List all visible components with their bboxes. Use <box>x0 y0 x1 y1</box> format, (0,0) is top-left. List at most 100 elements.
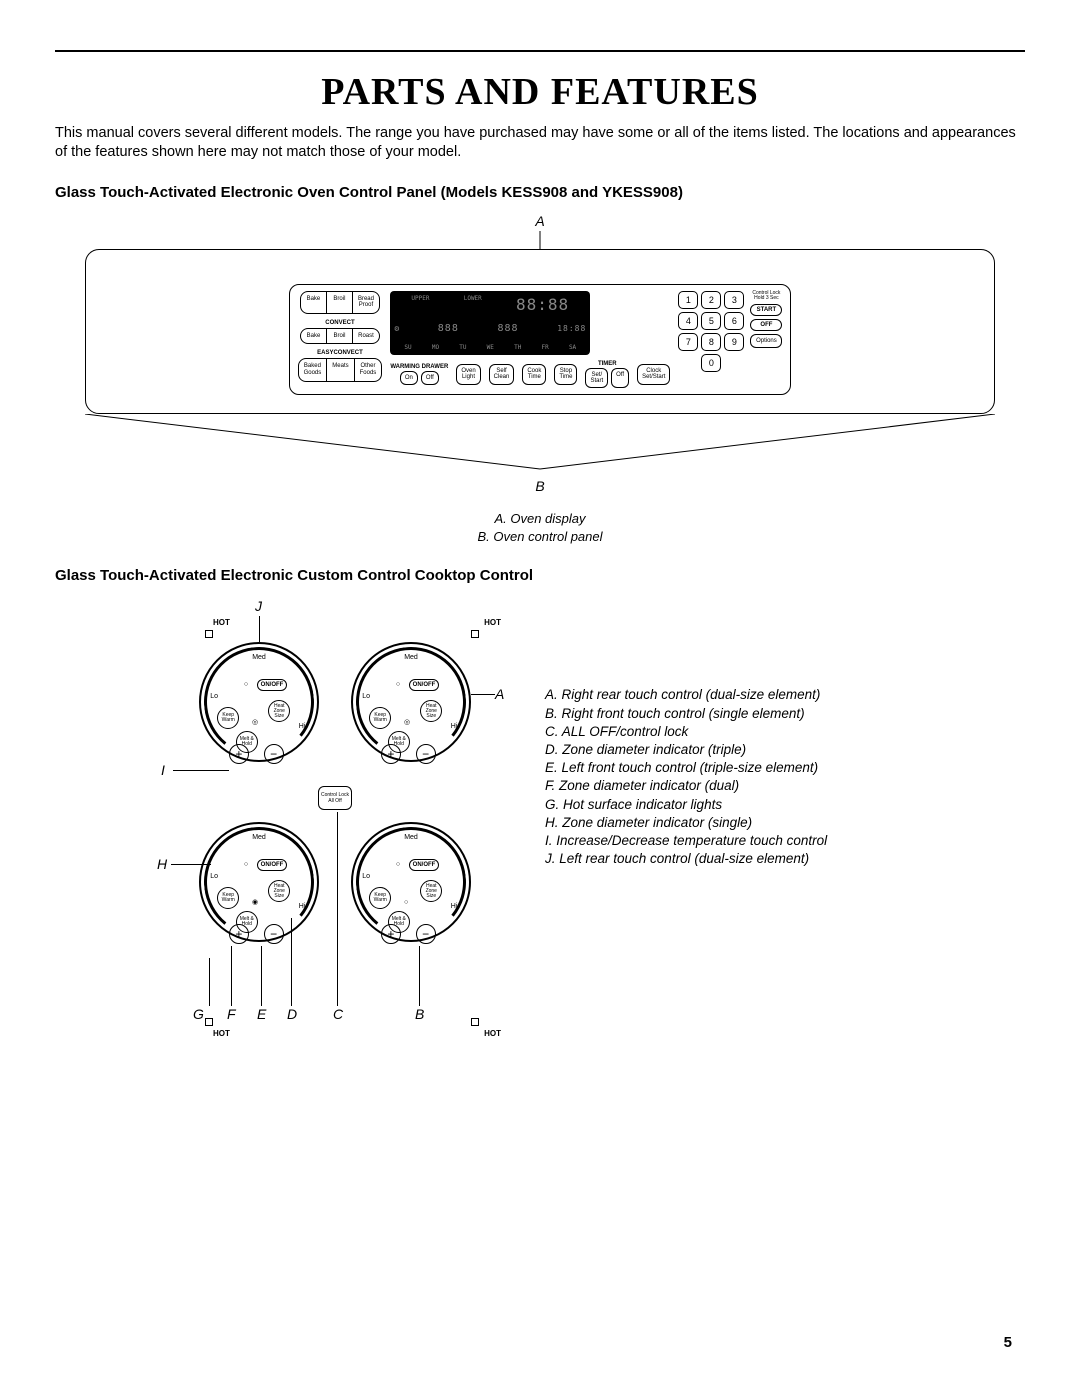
btn-other-foods[interactable]: Other Foods <box>355 359 382 380</box>
btn-meats[interactable]: Meats <box>327 359 354 380</box>
control-lock-button[interactable]: Control Lock All Off <box>318 786 352 810</box>
dial-hi: Hi <box>299 903 306 910</box>
btn-cook-time[interactable]: Cook Time <box>522 364 546 385</box>
key-1[interactable]: 1 <box>678 291 698 309</box>
dial-dot: ○ <box>244 861 248 868</box>
leader-a <box>471 694 495 695</box>
wd-off[interactable]: Off <box>421 371 439 385</box>
btn-start[interactable]: START <box>750 304 782 316</box>
dial-onoff[interactable]: ON/OFF <box>409 859 440 871</box>
legend-item: D. Zone diameter indicator (triple) <box>545 741 827 759</box>
warming-drawer-label: WARMING DRAWER <box>390 364 448 370</box>
btn-clock[interactable]: Clock Set/Start <box>637 364 670 385</box>
dial-hi: Hi <box>299 723 306 730</box>
dial-onoff[interactable]: ON/OFF <box>257 679 288 691</box>
zone-indicator-triple: ◉ <box>252 898 258 906</box>
callout-i: I <box>161 762 165 778</box>
callout-a: A <box>495 686 504 702</box>
group1-row3[interactable]: Baked Goods Meats Other Foods <box>298 358 383 381</box>
btn-baked-goods[interactable]: Baked Goods <box>299 359 328 380</box>
btn-self-clean[interactable]: Self Clean <box>489 364 515 385</box>
callout-e: E <box>257 1006 266 1022</box>
group1-row2[interactable]: Bake Broil Roast <box>300 328 380 345</box>
dial-minus[interactable]: − <box>264 924 284 944</box>
dial-onoff[interactable]: ON/OFF <box>257 859 288 871</box>
key-6[interactable]: 6 <box>724 312 744 330</box>
btn-bake[interactable]: Bake <box>301 292 327 313</box>
section1-heading: Glass Touch-Activated Electronic Oven Co… <box>55 184 1025 201</box>
day-sa: SA <box>569 344 576 351</box>
hot-tr: HOT <box>484 618 501 627</box>
callout-label-a: A <box>55 213 1025 229</box>
dial-lo: Lo <box>210 873 218 880</box>
callout-d: D <box>287 1006 297 1022</box>
key-8[interactable]: 8 <box>701 333 721 351</box>
cooktop-legend: A. Right rear touch control (dual-size e… <box>545 686 827 868</box>
day-su: SU <box>404 344 411 351</box>
dial-plus[interactable]: + <box>381 744 401 764</box>
leader-i <box>173 770 229 771</box>
hot-br: HOT <box>484 1029 501 1038</box>
dial-minus[interactable]: − <box>264 744 284 764</box>
dial-minus[interactable]: − <box>416 744 436 764</box>
key-2[interactable]: 2 <box>701 291 721 309</box>
btn-oven-light[interactable]: Oven Light <box>456 364 480 385</box>
hot-bl: HOT <box>213 1029 230 1038</box>
section2-heading: Glass Touch-Activated Electronic Custom … <box>55 567 1025 584</box>
dial-lo: Lo <box>210 693 218 700</box>
dial-plus[interactable]: + <box>229 924 249 944</box>
day-fr: FR <box>542 344 549 351</box>
hot-box-bl <box>205 1018 213 1026</box>
dial-plus[interactable]: + <box>229 744 249 764</box>
leader-e <box>261 946 262 1006</box>
dial-dot: ○ <box>396 681 400 688</box>
key-3[interactable]: 3 <box>724 291 744 309</box>
zone-indicator-dual: ◎ <box>404 718 410 726</box>
legend-b: B. Oven control panel <box>55 528 1025 546</box>
btn-stop-time[interactable]: Stop Time <box>554 364 577 385</box>
btn-options[interactable]: Options <box>750 334 782 348</box>
key-0[interactable]: 0 <box>701 354 721 372</box>
key-9[interactable]: 9 <box>724 333 744 351</box>
timer-label: TIMER <box>598 361 617 367</box>
dial-left-rear[interactable]: Med Lo Hi ○ ON/OFF Keep Warm Heat Zone S… <box>199 642 319 762</box>
day-tu: TU <box>459 344 466 351</box>
dial-onoff[interactable]: ON/OFF <box>409 679 440 691</box>
group1-row1[interactable]: Bake Broil Bread Proof <box>300 291 380 314</box>
legend-item: F. Zone diameter indicator (dual) <box>545 777 827 795</box>
btn-timer-off[interactable]: Off <box>611 368 629 389</box>
dial-plus[interactable]: + <box>381 924 401 944</box>
legend-item: A. Right rear touch control (dual-size e… <box>545 686 827 704</box>
btn-conv-broil[interactable]: Broil <box>327 329 353 344</box>
btn-timer-set[interactable]: Set/ Start <box>585 368 608 389</box>
dial-left-front[interactable]: Med Lo Hi ○ ON/OFF Keep Warm Heat Zone S… <box>199 822 319 942</box>
oven-display: UPPER LOWER 88:88 ⚙ 888 888 18:88 SU <box>390 291 590 355</box>
legend-item: C. ALL OFF/control lock <box>545 723 827 741</box>
btn-bread-proof[interactable]: Bread Proof <box>353 292 379 313</box>
wedge-pointer <box>55 414 1025 474</box>
side-keys: Control Lock Hold 3 Sec START OFF Option… <box>750 291 782 348</box>
btn-conv-bake[interactable]: Bake <box>301 329 327 344</box>
leader-b <box>419 946 420 1006</box>
disp-seg-left: 888 <box>438 323 459 334</box>
top-rule <box>55 50 1025 52</box>
legend-item: B. Right front touch control (single ele… <box>545 705 827 723</box>
key-7[interactable]: 7 <box>678 333 698 351</box>
callout-g: G <box>193 1006 204 1022</box>
day-mo: MO <box>432 344 439 351</box>
dial-minus[interactable]: − <box>416 924 436 944</box>
btn-conv-roast[interactable]: Roast <box>353 329 379 344</box>
key-4[interactable]: 4 <box>678 312 698 330</box>
zone-indicator-single: ○ <box>404 899 408 906</box>
dial-med: Med <box>252 834 266 841</box>
btn-off[interactable]: OFF <box>750 319 782 331</box>
lower-button-row: WARMING DRAWER On Off Oven Light Self Cl… <box>390 361 670 389</box>
callout-label-b: B <box>55 478 1025 494</box>
dial-right-front[interactable]: Med Lo Hi ○ ON/OFF Keep Warm Heat Zone S… <box>351 822 471 942</box>
intro-text: This manual covers several different mod… <box>55 124 1025 162</box>
key-5[interactable]: 5 <box>701 312 721 330</box>
wd-on[interactable]: On <box>400 371 418 385</box>
btn-broil[interactable]: Broil <box>327 292 353 313</box>
dial-right-rear[interactable]: Med Lo Hi ○ ON/OFF Keep Warm Heat Zone S… <box>351 642 471 762</box>
callout-f: F <box>227 1006 236 1022</box>
